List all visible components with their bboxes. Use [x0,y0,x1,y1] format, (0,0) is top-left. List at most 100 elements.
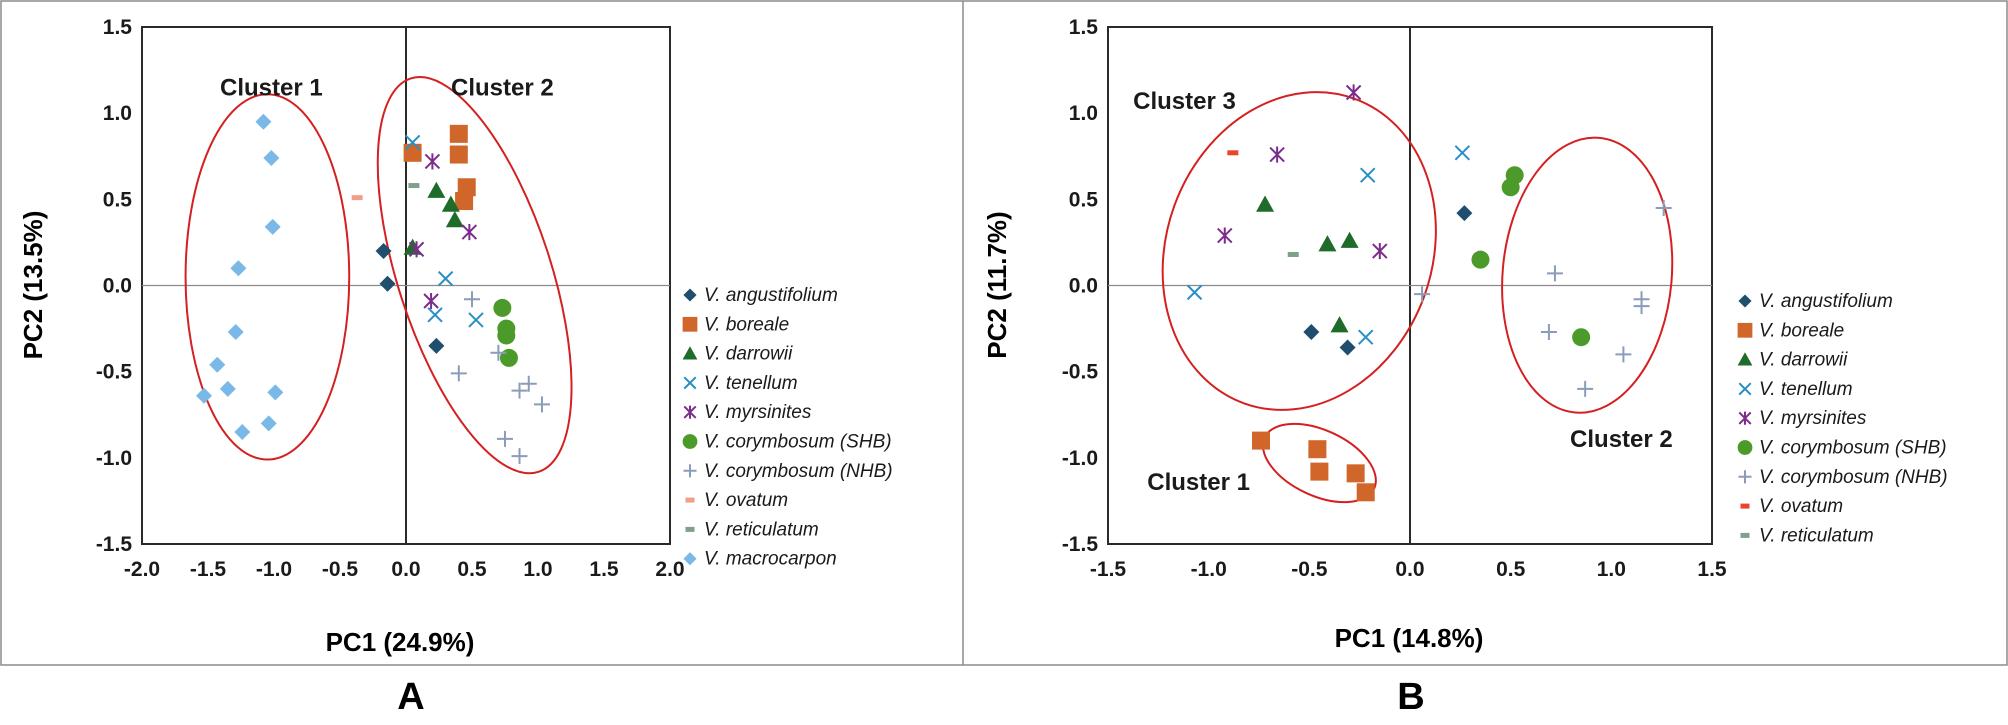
legend-marker-v-corymbosum-shb [1737,440,1753,455]
v-corymbosum-nhb-point [450,365,467,382]
v-corymbosum-nhb-point [1414,286,1431,303]
v-myrsinites-point [461,224,478,241]
v-macrocarpon-point [219,380,236,397]
figure-frame [0,0,2008,666]
panel-a-y-tick-label: 1.5 [103,16,133,39]
v-reticulatum-point [408,183,420,189]
v-corymbosum-nhb-point [1546,265,1563,282]
v-darrowii-point [1318,235,1337,252]
v-ovatum-point [351,195,363,201]
panel-a: Cluster 1 Cluster 2 -2.0 -1.5 -1.0 -0.5 0.0 0.… [18,16,893,718]
panel-b-x-tick-label: 1.0 [1597,558,1626,581]
legend-label-v-corymbosum-nhb: V. corymbosum (NHB) [1759,467,1948,488]
panel-b-x-tick-label: -1.5 [1090,558,1127,581]
legend-label-v-myrsinites: V. myrsinites [704,402,812,423]
v-boreale-point [1310,462,1329,481]
legend-marker-v-tenellum [1738,382,1752,396]
panel-a-clusters: Cluster 1 Cluster 2 [184,74,573,475]
legend-label-v-corymbosum-nhb: V. corymbosum (NHB) [704,461,893,482]
v-angustifolium-point [1456,205,1473,222]
panel-b-points [1186,84,1672,502]
v-angustifolium-point [1303,324,1320,341]
v-boreale-point [449,124,468,143]
panel-a-y-tick-label: -1.0 [96,447,132,470]
v-macrocarpon-point [196,387,213,404]
v-tenellum-point [1358,329,1374,345]
v-corymbosum-shb-point [1501,178,1520,197]
cluster-1-label: Cluster 1 [1147,469,1250,496]
legend-marker-v-myrsinites [683,405,697,419]
panel-b-tick-labels: -1.5 -1.0 -0.5 0.0 0.5 1.0 1.5 1.5 1.0 0.5 0.0 -0.5… [1062,16,1727,581]
v-corymbosum-nhb-point [511,382,528,399]
cluster-2-ellipse [1501,136,1674,414]
panel-b-y-tick-label: 1.0 [1069,102,1098,125]
v-boreale-point [1252,431,1271,450]
v-corymbosum-nhb-point [1540,324,1557,341]
v-corymbosum-nhb-point [490,344,507,361]
panel-a-x-tick-label: -0.5 [322,558,359,581]
legend-label-v-ovatum: V. ovatum [1759,496,1843,517]
legend-label-v-corymbosum-shb: V. corymbosum (SHB) [1759,438,1947,459]
v-macrocarpon-point [267,384,284,401]
cluster-2-label: Cluster 2 [451,74,554,101]
panel-a-y-tick-label: -1.5 [96,533,133,556]
legend-marker-v-darrowii [1737,352,1753,366]
legend-label-v-tenellum: V. tenellum [704,373,798,394]
panel-b-y-axis-label: PC2 (11.7%) [982,211,1012,358]
panel-a-label: A [397,676,424,718]
cluster-1-ellipse [184,93,351,461]
v-corymbosum-nhb-point [1577,380,1594,397]
v-boreale-point [1356,483,1375,502]
v-tenellum-point [1454,145,1471,161]
panel-b-x-tick-label: -0.5 [1291,558,1328,581]
v-corymbosum-shb-point [1471,250,1490,269]
v-ovatum-point [1227,150,1239,156]
panel-a-y-tick-label: 0.0 [103,275,132,298]
v-corymbosum-nhb-point [464,291,480,308]
v-darrowii-point [1256,195,1275,212]
legend-marker-v-reticulatum [1740,532,1750,538]
panel-b-x-tick-label: 1.5 [1697,558,1727,581]
v-tenellum-point [437,270,454,287]
legend-marker-v-corymbosum-nhb [1738,470,1752,484]
legend-label-v-angustifolium: V. angustifolium [1759,291,1893,312]
panel-b-y-tick-label: -1.0 [1062,447,1098,470]
v-boreale-point [1308,440,1327,459]
legend-marker-v-tenellum [683,376,697,390]
v-darrowii-point [1330,316,1349,333]
panel-b-y-tick-label: -1.5 [1062,533,1099,556]
v-reticulatum-point [1287,251,1299,257]
v-myrsinites-point [1372,242,1388,260]
panel-a-x-tick-label: 2.0 [655,558,684,581]
v-macrocarpon-point [260,415,277,432]
legend-marker-v-angustifolium [683,288,697,302]
legend-label-v-reticulatum: V. reticulatum [1759,525,1874,546]
panel-a-x-tick-label: 0.5 [457,558,487,581]
panel-b-x-tick-label: 0.0 [1395,558,1424,581]
legend-marker-v-macrocarpon [683,552,697,566]
legend-marker-v-ovatum [685,497,695,503]
v-corymbosum-shb-point [493,298,512,317]
v-tenellum-point [1360,167,1376,183]
panel-a-legend: V. angustifolium V. boreale V. darrowii V. … [682,285,893,570]
panel-b-legend: V. angustifolium V. boreale V. darrowii V. … [1737,291,1948,546]
legend-label-v-reticulatum: V. reticulatum [704,519,819,540]
panel-a-x-tick-label: 1.5 [589,558,619,581]
legend-marker-v-myrsinites [1738,411,1752,425]
v-tenellum-point [427,307,443,323]
panel-a-axes [141,26,671,545]
panel-b-y-tick-label: 0.0 [1069,275,1098,298]
cluster-1-label: Cluster 1 [220,74,323,101]
v-corymbosum-nhb-point [1615,346,1632,363]
legend-marker-v-boreale [682,316,698,332]
panel-b-x-axis-label: PC1 (14.8%) [1335,623,1484,653]
v-macrocarpon-point [230,260,247,277]
v-macrocarpon-point [255,113,272,130]
v-myrsinites-point [408,241,425,258]
legend-label-v-tenellum: V. tenellum [1759,379,1853,400]
panel-a-y-axis-label: PC2 (13.5%) [18,211,48,360]
legend-marker-v-darrowii [682,346,698,360]
cluster-3-label: Cluster 3 [1133,88,1236,115]
legend-label-v-boreale: V. boreale [1759,320,1844,341]
